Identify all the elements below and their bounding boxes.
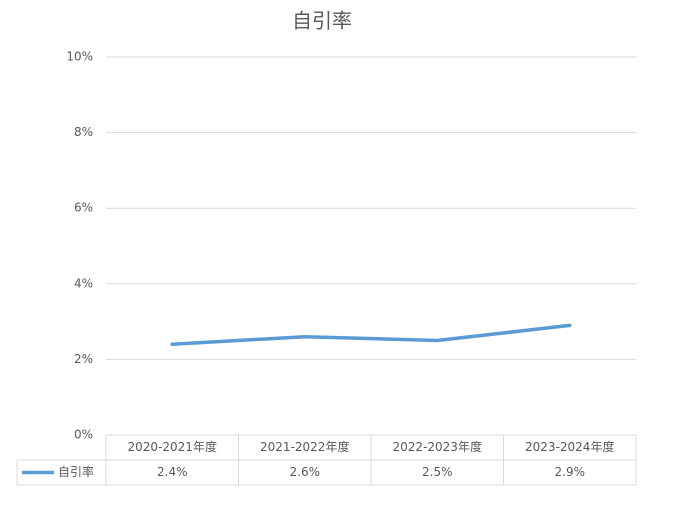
x-tick-label: 2021-2022年度: [260, 439, 349, 454]
y-tick-label: 10%: [66, 50, 93, 64]
x-tick-label: 2020-2021年度: [128, 439, 217, 454]
y-tick-label: 0%: [74, 428, 93, 442]
chart-title: 自引率: [292, 9, 352, 33]
legend-label: 自引率: [58, 464, 94, 479]
x-tick-label: 2022-2023年度: [393, 439, 482, 454]
line: [170, 323, 572, 347]
y-tick-label: 8%: [74, 125, 93, 139]
data-label: 2.9%: [555, 465, 586, 479]
y-tick-label: 4%: [74, 276, 93, 290]
y-tick-label: 2%: [74, 352, 93, 366]
x-tick-label: 2023-2024年度: [525, 439, 614, 454]
data-label: 2.4%: [157, 465, 188, 479]
data-label: 2.5%: [422, 465, 453, 479]
data-label: 2.6%: [290, 465, 321, 479]
y-tick-label: 6%: [74, 201, 93, 215]
